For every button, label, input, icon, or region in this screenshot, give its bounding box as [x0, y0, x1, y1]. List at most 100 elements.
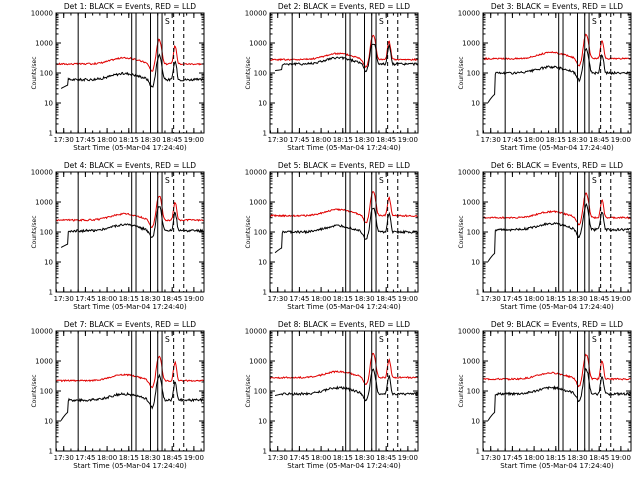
y-tick-label: 1000 — [249, 358, 267, 366]
x-tick-label: 18:30 — [354, 295, 374, 303]
x-tick-label: 19:00 — [184, 295, 204, 303]
x-axis-label: Start Time (05-Mar-04 17:24:40) — [73, 462, 187, 470]
y-tick-label: 100 — [467, 388, 480, 396]
x-tick-label: 18:15 — [546, 295, 566, 303]
x-axis-label: Start Time (05-Mar-04 17:24:40) — [287, 144, 401, 152]
lld-series-line — [483, 353, 631, 388]
x-tick-label: 17:30 — [54, 136, 74, 144]
x-tick-label: 19:00 — [184, 454, 204, 462]
panel-title: Det 1: BLACK = Events, RED = LLD — [64, 2, 196, 11]
y-tick-label: 1000 — [249, 40, 267, 48]
detector-panel: Det 1: BLACK = Events, RED = LLD S 1 10 100 1… — [31, 2, 205, 152]
y-axis-label: Counts/sec — [31, 56, 38, 89]
panel-title: Det 2: BLACK = Events, RED = LLD — [278, 2, 410, 11]
x-tick-label: 19:00 — [611, 295, 631, 303]
detector-panel: Det 4: BLACK = Events, RED = LLD S 1 10 100 1… — [31, 161, 205, 311]
panel-title: Det 5: BLACK = Events, RED = LLD — [278, 161, 410, 170]
x-tick-label: 17:30 — [481, 454, 501, 462]
corner-label: S — [592, 335, 597, 344]
x-tick-label: 17:45 — [75, 136, 95, 144]
series-group — [483, 13, 631, 133]
y-axis-label: Counts/sec — [31, 215, 38, 248]
y-tick-label: 1 — [476, 289, 480, 297]
x-tick-label: 18:00 — [97, 136, 117, 144]
x-tick-label: 17:30 — [54, 295, 74, 303]
x-tick-label: 18:30 — [567, 295, 587, 303]
x-tick-label: 18:00 — [311, 454, 331, 462]
y-tick-label: 1000 — [249, 199, 267, 207]
panel-title: Det 7: BLACK = Events, RED = LLD — [64, 320, 196, 329]
x-tick-label: 17:45 — [75, 454, 95, 462]
x-axis-label: Start Time (05-Mar-04 17:24:40) — [500, 303, 614, 311]
x-tick-label: 18:45 — [162, 295, 182, 303]
y-tick-label: 1000 — [35, 199, 53, 207]
panel-title: Det 4: BLACK = Events, RED = LLD — [64, 161, 196, 170]
x-tick-label: 17:45 — [289, 454, 309, 462]
events-series-line — [60, 205, 204, 248]
y-tick-label: 100 — [254, 229, 267, 237]
panel-title: Det 8: BLACK = Events, RED = LLD — [278, 320, 410, 329]
corner-label: S — [379, 176, 384, 185]
x-tick-label: 18:15 — [119, 295, 139, 303]
detector-panel: Det 3: BLACK = Events, RED = LLD S 1 10 100 1… — [458, 2, 632, 152]
x-tick-label: 18:15 — [333, 295, 353, 303]
x-tick-label: 18:45 — [376, 454, 396, 462]
y-tick-label: 10000 — [458, 10, 480, 18]
y-tick-label: 100 — [254, 70, 267, 78]
x-tick-label: 18:30 — [567, 454, 587, 462]
y-tick-label: 10 — [258, 259, 267, 267]
events-series-line — [487, 367, 631, 421]
y-tick-label: 1 — [476, 130, 480, 138]
series-group — [483, 172, 631, 292]
x-tick-label: 18:45 — [162, 454, 182, 462]
y-axis-label: Counts/sec — [245, 215, 252, 248]
series-group — [483, 331, 631, 451]
lld-series-line — [270, 34, 418, 68]
y-tick-label: 1 — [263, 130, 267, 138]
y-tick-label: 10 — [471, 259, 480, 267]
events-series-line — [60, 53, 204, 89]
x-tick-label: 19:00 — [611, 454, 631, 462]
y-tick-label: 1 — [49, 130, 53, 138]
x-tick-label: 17:30 — [268, 454, 288, 462]
x-tick-label: 18:15 — [119, 136, 139, 144]
y-axis-label: Counts/sec — [245, 374, 252, 407]
y-tick-label: 100 — [40, 388, 53, 396]
x-tick-label: 18:45 — [376, 295, 396, 303]
panel-title: Det 3: BLACK = Events, RED = LLD — [491, 2, 623, 11]
x-axis-label: Start Time (05-Mar-04 17:24:40) — [287, 462, 401, 470]
detector-panel: Det 7: BLACK = Events, RED = LLD S 1 10 100 1… — [31, 320, 205, 470]
x-tick-label: 18:15 — [546, 454, 566, 462]
lld-series-line — [483, 33, 631, 67]
x-tick-label: 18:00 — [524, 295, 544, 303]
y-tick-label: 1000 — [462, 199, 480, 207]
y-tick-label: 10 — [44, 259, 53, 267]
x-tick-label: 18:00 — [97, 454, 117, 462]
series-group — [56, 331, 204, 451]
x-tick-label: 17:30 — [481, 295, 501, 303]
y-tick-label: 1 — [263, 289, 267, 297]
y-axis-label: Counts/sec — [458, 56, 465, 89]
x-axis-label: Start Time (05-Mar-04 17:24:40) — [500, 462, 614, 470]
events-series-line — [60, 373, 204, 421]
x-tick-label: 19:00 — [398, 136, 418, 144]
series-group — [270, 13, 418, 133]
y-tick-label: 10 — [44, 100, 53, 108]
x-tick-label: 18:00 — [524, 454, 544, 462]
y-tick-label: 10000 — [458, 169, 480, 177]
panel-title: Det 9: BLACK = Events, RED = LLD — [491, 320, 623, 329]
corner-label: S — [379, 335, 384, 344]
lld-series-line — [56, 355, 204, 389]
y-axis-label: Counts/sec — [458, 374, 465, 407]
y-tick-label: 10 — [471, 418, 480, 426]
x-tick-label: 18:15 — [119, 454, 139, 462]
y-axis-label: Counts/sec — [245, 56, 252, 89]
corner-label: S — [592, 176, 597, 185]
y-tick-label: 100 — [467, 70, 480, 78]
y-tick-label: 10 — [258, 100, 267, 108]
x-tick-label: 17:45 — [502, 454, 522, 462]
lld-series-line — [483, 192, 631, 226]
detector-panel: Det 5: BLACK = Events, RED = LLD S 1 10 100 1… — [245, 161, 419, 311]
x-axis-label: Start Time (05-Mar-04 17:24:40) — [73, 303, 187, 311]
